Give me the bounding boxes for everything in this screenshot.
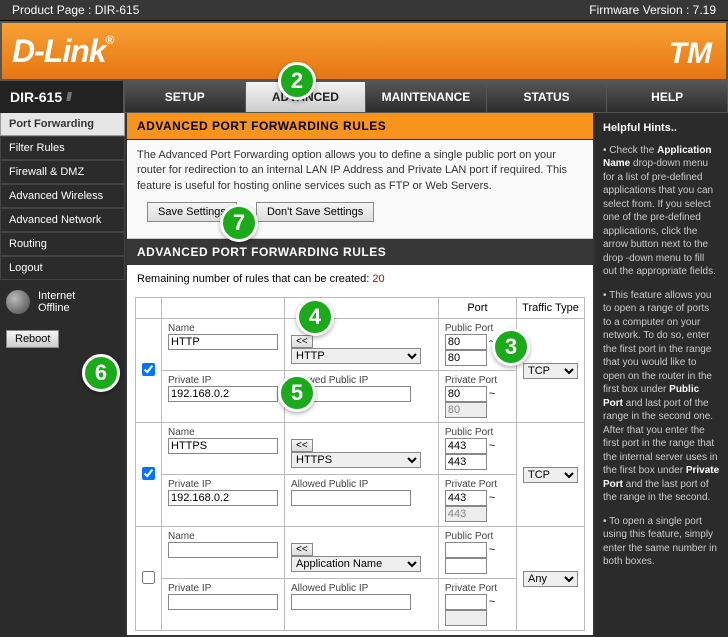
row3-privport-to	[445, 610, 487, 626]
sidebar-item-adv-wireless[interactable]: Advanced Wireless	[0, 184, 125, 208]
callout-5: 5	[278, 374, 316, 412]
remaining-label: Remaining number of rules that can be cr…	[127, 265, 593, 293]
row3-privport-from[interactable]	[445, 594, 487, 610]
row2-traffic-select[interactable]: TCP	[523, 467, 578, 483]
top-bar: Product Page : DIR-615 Firmware Version …	[0, 0, 728, 21]
rules-description: The Advanced Port Forwarding option allo…	[127, 140, 593, 239]
callout-7: 7	[220, 204, 258, 242]
sidebar-item-adv-network[interactable]: Advanced Network	[0, 208, 125, 232]
col-traffic: Traffic Type	[516, 298, 584, 319]
row2-copy-button[interactable]: <<	[291, 439, 313, 452]
rules-header-dark: ADVANCED PORT FORWARDING RULES	[127, 239, 593, 265]
callout-3: 3	[492, 328, 530, 366]
row2-privip-input[interactable]	[168, 490, 278, 506]
row1-pubport-to[interactable]	[445, 350, 487, 366]
sidebar-item-logout[interactable]: Logout	[0, 256, 125, 280]
row1-traffic-select[interactable]: TCP	[523, 363, 578, 379]
row3-pubport-to[interactable]	[445, 558, 487, 574]
dont-save-button[interactable]: Don't Save Settings	[256, 202, 374, 222]
globe-icon	[6, 290, 30, 314]
row1-pubport-from[interactable]	[445, 334, 487, 350]
sidebar-item-port-forwarding[interactable]: Port Forwarding	[0, 113, 125, 136]
row2-pubport-from[interactable]	[445, 438, 487, 454]
firmware-label: Firmware Version : 7.19	[589, 3, 716, 17]
nav-tabs: SETUP ADVANCED MAINTENANCE STATUS HELP	[125, 81, 728, 113]
tab-setup[interactable]: SETUP	[125, 81, 246, 113]
row2-name-input[interactable]	[168, 438, 278, 454]
callout-2: 2	[278, 62, 316, 100]
content: ADVANCED PORT FORWARDING RULES The Advan…	[125, 113, 595, 637]
hints-title: Helpful Hints..	[603, 121, 720, 136]
row2-app-select[interactable]: HTTPS	[291, 452, 421, 468]
row1-enable-checkbox[interactable]	[142, 363, 155, 376]
brand-banner: D-Link® TM	[0, 21, 728, 81]
row1-privport-to	[445, 402, 487, 418]
tab-maintenance[interactable]: MAINTENANCE	[366, 81, 487, 113]
row2-pubip-input[interactable]	[291, 490, 411, 506]
product-page-label: Product Page : DIR-615	[12, 3, 139, 17]
model-label: DIR-615///	[0, 81, 125, 113]
sidebar-item-routing[interactable]: Routing	[0, 232, 125, 256]
row3-name-input[interactable]	[168, 542, 278, 558]
row2-privport-to	[445, 506, 487, 522]
callout-6: 6	[82, 354, 120, 392]
table-row: Name << HTTPS Public Port~ TCP	[136, 423, 585, 475]
row3-pubip-input[interactable]	[291, 594, 411, 610]
reboot-button[interactable]: Reboot	[6, 330, 59, 348]
sidebar-item-filter-rules[interactable]: Filter Rules	[0, 136, 125, 160]
row3-copy-button[interactable]: <<	[291, 543, 313, 556]
table-row: Name << Application Name Public Port~ An…	[136, 527, 585, 579]
row2-enable-checkbox[interactable]	[142, 467, 155, 480]
row3-privip-input[interactable]	[168, 594, 278, 610]
row2-pubport-to[interactable]	[445, 454, 487, 470]
tab-help[interactable]: HELP	[607, 81, 728, 113]
row3-app-select[interactable]: Application Name	[291, 556, 421, 572]
tab-status[interactable]: STATUS	[487, 81, 608, 113]
hints-panel: Helpful Hints.. • Check the Application …	[595, 113, 728, 637]
callout-4: 4	[296, 298, 334, 336]
rules-header-orange: ADVANCED PORT FORWARDING RULES	[127, 113, 593, 140]
app-root: Product Page : DIR-615 Firmware Version …	[0, 0, 728, 579]
col-port: Port	[438, 298, 516, 319]
row3-enable-checkbox[interactable]	[142, 571, 155, 584]
nav-row: DIR-615/// SETUP ADVANCED MAINTENANCE ST…	[0, 81, 728, 113]
row1-privip-input[interactable]	[168, 386, 278, 402]
tm-logo: TM	[669, 37, 712, 71]
dlink-logo: D-Link®	[12, 33, 113, 70]
internet-status: InternetOffline	[0, 280, 125, 324]
row2-privport-from[interactable]	[445, 490, 487, 506]
row1-copy-button[interactable]: <<	[291, 335, 313, 348]
row1-name-input[interactable]	[168, 334, 278, 350]
row3-pubport-from[interactable]	[445, 542, 487, 558]
row1-privport-from[interactable]	[445, 386, 487, 402]
sidebar-item-firewall[interactable]: Firewall & DMZ	[0, 160, 125, 184]
row1-app-select[interactable]: HTTP	[291, 348, 421, 364]
